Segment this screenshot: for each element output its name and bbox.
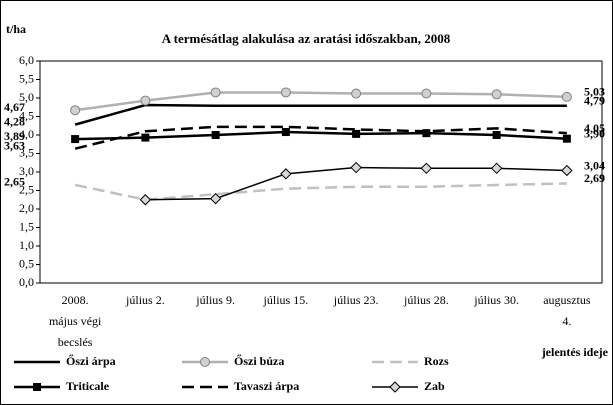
y-tick-label: 3,0	[19, 164, 34, 178]
marker	[561, 164, 573, 177]
x-axis-label: jelentés ideje	[541, 345, 609, 359]
data-label: 4,05	[584, 121, 605, 135]
y-tick-label: 5,5	[19, 71, 34, 85]
x-tick-label: július 9.	[196, 293, 235, 307]
marker	[420, 162, 433, 175]
marker	[211, 131, 220, 139]
marker	[209, 192, 222, 205]
x-tick-label: július 30.	[474, 293, 519, 307]
legend-marker	[200, 357, 210, 367]
series-line	[74, 91, 567, 112]
marker	[492, 131, 501, 139]
marker	[562, 134, 571, 143]
x-tick-label: 2008. május végi becslés	[48, 293, 102, 349]
legend-label: Őszi búza	[234, 353, 284, 368]
data-label: 3,04	[584, 158, 605, 172]
marker	[139, 194, 152, 206]
marker	[351, 88, 362, 99]
y-tick-label: 0,0	[19, 275, 34, 289]
data-label: 2,65	[4, 175, 25, 189]
data-label: 2,69	[584, 171, 605, 185]
y-tick-label: 4,5	[19, 108, 34, 122]
marker	[70, 105, 81, 116]
marker	[280, 168, 292, 180]
y-tick-label: 5,0	[19, 90, 34, 104]
marker	[422, 129, 431, 138]
marker	[281, 128, 290, 137]
data-label: 3,89	[4, 129, 25, 143]
y-tick-label: 6,0	[19, 53, 34, 67]
marker	[71, 135, 80, 144]
legend-label: Zab	[424, 379, 445, 393]
x-tick-label: augusztus 4.	[543, 293, 591, 328]
data-label: 5,03	[584, 85, 605, 99]
chart-title: A termésátlag alakulása az aratási idősz…	[162, 31, 451, 46]
legend-marker	[33, 383, 41, 391]
marker	[491, 89, 502, 100]
y-axis-label: t/ha	[6, 22, 26, 36]
legend-label: Triticale	[66, 379, 110, 393]
x-tick-label: július 15.	[263, 293, 309, 307]
legend-label: Őszi árpa	[66, 353, 116, 368]
y-tick-label: 3,5	[19, 145, 34, 159]
y-tick-label: 2,0	[19, 201, 34, 215]
series-line	[75, 130, 567, 141]
marker	[141, 133, 150, 142]
marker	[490, 162, 503, 175]
x-tick-label: július 28.	[404, 293, 449, 307]
data-label: 4,79	[584, 94, 605, 108]
x-tick-label: július 23.	[333, 293, 379, 307]
legend-marker	[389, 381, 401, 393]
y-tick-label: 0,5	[19, 256, 34, 270]
data-label: 4,67	[4, 100, 25, 114]
marker	[140, 95, 151, 106]
data-label: 4,28	[4, 114, 25, 128]
marker	[280, 87, 291, 98]
marker	[352, 129, 361, 138]
data-label: 3,90	[584, 126, 605, 140]
legend-label: Tavaszi árpa	[234, 379, 299, 393]
y-tick-label: 2,5	[19, 182, 34, 196]
y-tick-label: 1,5	[19, 219, 34, 233]
marker	[561, 91, 572, 102]
y-tick-label: 4,0	[19, 127, 34, 141]
y-tick-label: 1,0	[19, 238, 34, 252]
data-label: 3,63	[4, 138, 25, 152]
x-tick-label: július 2.	[126, 293, 165, 307]
marker	[210, 87, 221, 98]
series-line	[74, 103, 567, 126]
legend-label: Rozs	[424, 354, 449, 368]
marker	[350, 161, 362, 174]
marker	[421, 88, 432, 99]
